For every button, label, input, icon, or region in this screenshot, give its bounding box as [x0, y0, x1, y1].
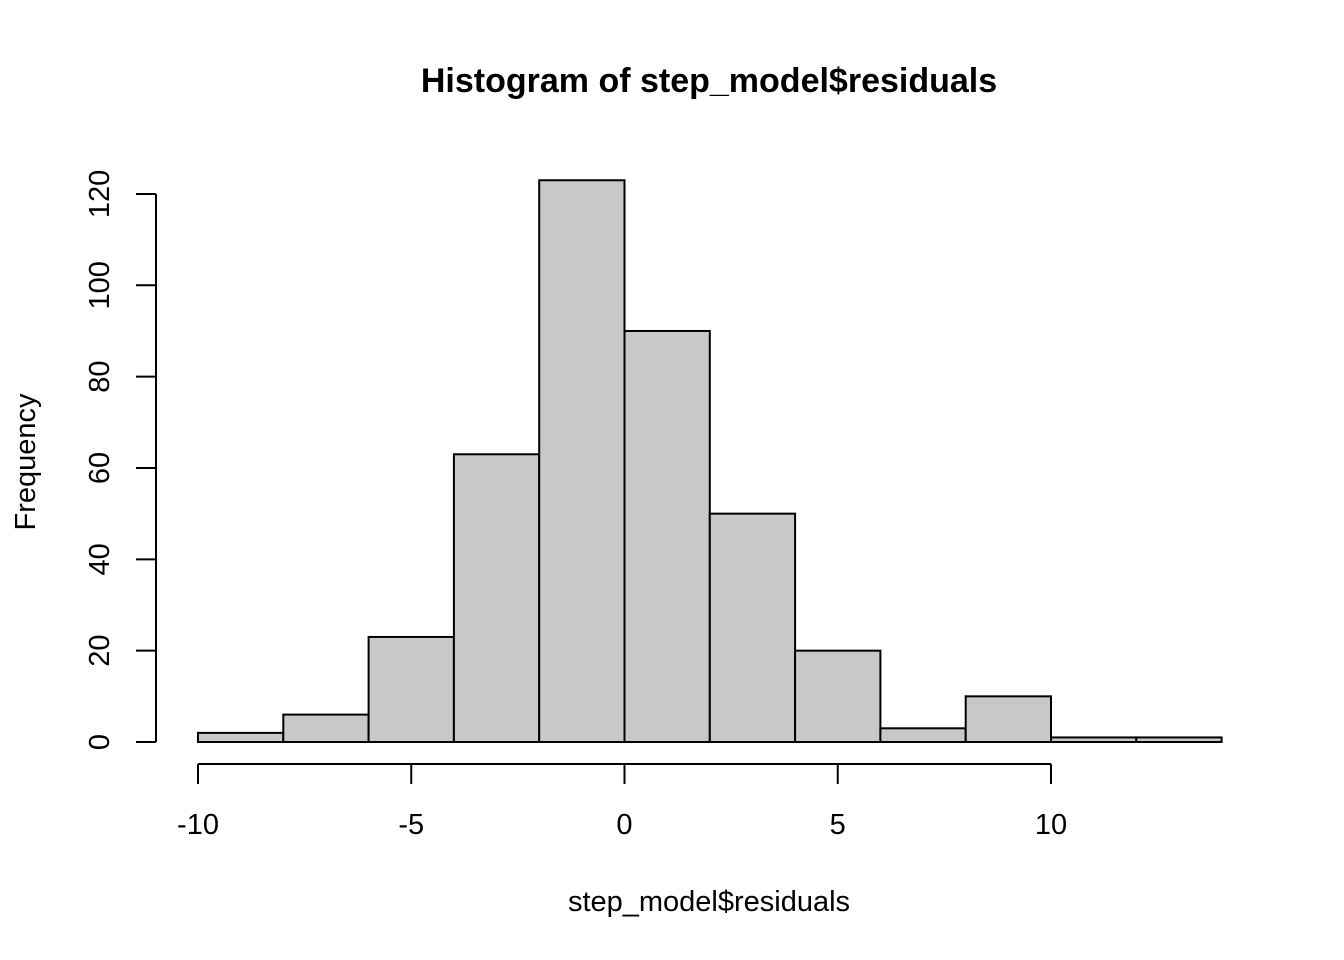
histogram-bar [538, 179, 626, 743]
histogram-bar [623, 329, 711, 743]
x-tick-label: 10 [1035, 809, 1067, 841]
y-axis: 0 20 40 60 80 100 120 [84, 170, 157, 750]
x-tick-label: -5 [398, 809, 424, 841]
x-axis-label: step_model$residuals [568, 886, 850, 918]
histogram-bar [794, 649, 882, 743]
y-tick-label: 80 [84, 361, 116, 393]
x-tick-label: 0 [616, 809, 632, 841]
histogram-bar [964, 695, 1053, 744]
y-tick-label: 0 [84, 734, 116, 750]
y-tick-label: 40 [84, 543, 116, 575]
x-tick-label: -10 [177, 809, 219, 841]
histogram-bar [1135, 736, 1223, 743]
histogram-bar [708, 512, 797, 744]
y-tick-label: 120 [84, 170, 116, 218]
histogram-bar [282, 713, 370, 743]
chart-title: Histogram of step_model$residuals [421, 62, 997, 100]
x-tick-label: 5 [830, 809, 846, 841]
y-tick-label: 100 [84, 261, 116, 309]
histogram-bar [452, 453, 541, 743]
histogram-bar [367, 635, 455, 744]
histogram-bar [197, 731, 285, 743]
bars-group [197, 179, 1223, 744]
histogram-bar [1050, 736, 1138, 743]
x-axis: -10 -5 0 5 10 [177, 763, 1067, 841]
y-axis-label: Frequency [10, 393, 42, 531]
histogram-bar [879, 727, 967, 743]
y-tick-label: 20 [84, 635, 116, 667]
y-tick-label: 60 [84, 452, 116, 484]
